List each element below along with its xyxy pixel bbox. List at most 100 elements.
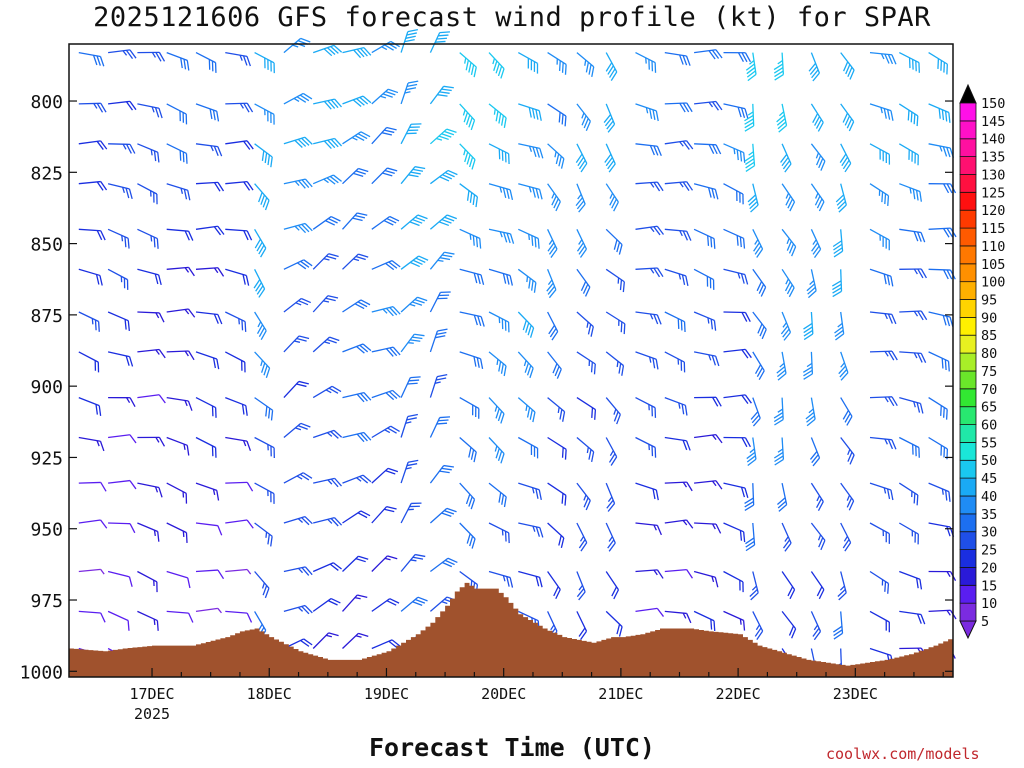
wind-barb bbox=[605, 437, 618, 466]
wind-barb bbox=[518, 228, 540, 249]
wind-barb bbox=[225, 568, 252, 575]
wind-barb bbox=[752, 268, 767, 297]
wind-barb bbox=[664, 102, 693, 113]
wind-barb bbox=[312, 632, 339, 649]
wind-barb bbox=[254, 571, 270, 599]
wind-barb bbox=[806, 269, 817, 299]
wind-barb bbox=[840, 52, 855, 80]
colorbar-end-max bbox=[959, 83, 977, 104]
wind-barb bbox=[488, 228, 515, 244]
wind-barb bbox=[107, 610, 130, 631]
wind-barb bbox=[745, 522, 756, 552]
colorbar-label: 35 bbox=[981, 507, 997, 523]
wind-barb bbox=[693, 183, 719, 200]
wind-barb bbox=[750, 397, 761, 427]
wind-barb bbox=[635, 607, 665, 617]
wind-barb bbox=[517, 311, 535, 338]
wind-barb bbox=[400, 214, 428, 230]
wind-barb bbox=[576, 437, 595, 462]
wind-barb bbox=[576, 482, 591, 511]
wind-barb bbox=[547, 311, 559, 341]
wind-barb bbox=[459, 183, 479, 208]
chart-title: 2025121606 GFS forecast wind profile (kt… bbox=[93, 2, 931, 33]
wind-barb bbox=[429, 507, 457, 524]
wind-barb bbox=[781, 183, 796, 212]
wind-barb bbox=[108, 522, 136, 534]
wind-barb bbox=[459, 228, 482, 249]
colorbar-label: 120 bbox=[981, 203, 1005, 219]
wind-barb bbox=[429, 291, 451, 313]
wind-barb bbox=[225, 311, 247, 332]
colorbar-label: 105 bbox=[981, 257, 1005, 273]
wind-barb bbox=[225, 610, 253, 623]
wind-barb bbox=[283, 566, 313, 576]
wind-barb bbox=[605, 397, 621, 425]
wind-barb bbox=[195, 181, 225, 192]
wind-barb bbox=[225, 228, 253, 241]
wind-barb bbox=[225, 436, 252, 452]
x-tick-label: 17DEC bbox=[129, 685, 174, 703]
colorbar-swatch bbox=[959, 441, 977, 461]
wind-barb bbox=[605, 228, 623, 255]
y-tick-label: 975 bbox=[30, 591, 63, 612]
wind-barb bbox=[693, 268, 715, 290]
wind-barb bbox=[459, 103, 476, 131]
wind-barb bbox=[803, 311, 814, 341]
wind-barb bbox=[78, 228, 106, 241]
wind-barb bbox=[635, 225, 665, 236]
wind-barb bbox=[254, 436, 275, 459]
wind-barb bbox=[400, 296, 428, 313]
wind-barb bbox=[635, 569, 664, 579]
wind-barb bbox=[195, 522, 223, 536]
wind-barb bbox=[664, 436, 691, 451]
wind-barb bbox=[576, 103, 591, 132]
wind-barb bbox=[576, 611, 588, 640]
wind-barb bbox=[517, 268, 537, 293]
colorbar-swatch bbox=[959, 102, 977, 122]
wind-barb bbox=[928, 397, 948, 420]
wind-barb bbox=[137, 482, 163, 498]
wind-barb bbox=[488, 522, 510, 544]
wind-barb bbox=[898, 522, 919, 545]
x-tick-label: 23DEC bbox=[833, 685, 878, 703]
wind-barb bbox=[254, 52, 275, 74]
colorbar-swatch bbox=[959, 513, 977, 533]
wind-barb bbox=[898, 103, 919, 127]
wind-barb bbox=[837, 571, 847, 601]
credit-link[interactable]: coolwx.com/models bbox=[826, 745, 980, 763]
wind-barb bbox=[313, 137, 343, 149]
wind-barb bbox=[899, 610, 926, 625]
colorbar-label: 5 bbox=[981, 614, 989, 630]
wind-barb bbox=[833, 611, 844, 640]
wind-barb bbox=[928, 311, 954, 328]
wind-barb bbox=[517, 397, 536, 423]
wind-barb bbox=[371, 639, 401, 650]
wind-barb bbox=[429, 85, 454, 105]
wind-barb bbox=[899, 351, 927, 363]
wind-barb bbox=[810, 571, 825, 600]
wind-barb bbox=[342, 299, 371, 313]
wind-barb bbox=[166, 266, 195, 277]
wind-barb bbox=[635, 311, 662, 325]
wind-barb bbox=[605, 52, 618, 81]
wind-barb bbox=[78, 396, 102, 416]
wind-barb bbox=[693, 311, 717, 331]
wind-barb bbox=[635, 267, 664, 278]
wind-barb bbox=[400, 502, 422, 524]
wind-barb bbox=[342, 95, 372, 107]
colorbar-label: 110 bbox=[981, 239, 1005, 255]
wind-barb bbox=[869, 350, 898, 361]
wind-barb bbox=[635, 436, 657, 458]
wind-barb bbox=[78, 102, 107, 113]
colorbar-swatch bbox=[959, 549, 977, 568]
wind-barb bbox=[312, 429, 343, 439]
wind-barb bbox=[400, 123, 422, 145]
colorbar-swatch bbox=[959, 191, 977, 211]
wind-barb bbox=[518, 143, 544, 159]
wind-barb bbox=[400, 596, 428, 612]
wind-barb bbox=[400, 80, 419, 105]
wind-barb bbox=[312, 295, 339, 313]
wind-barb bbox=[137, 228, 159, 249]
wind-barb bbox=[928, 143, 955, 158]
wind-barb bbox=[78, 481, 107, 492]
